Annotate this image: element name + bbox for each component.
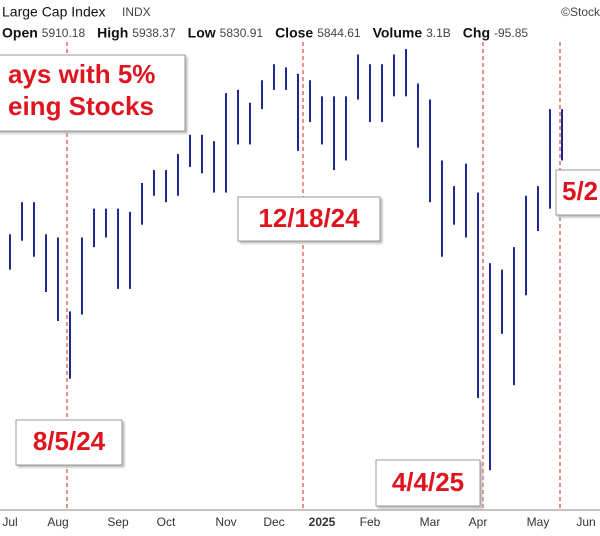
price-bar [441, 160, 443, 257]
price-bar [321, 96, 323, 145]
price-bar [477, 192, 479, 398]
quote-value: 3.1B [426, 26, 451, 40]
price-bar [129, 211, 131, 289]
quote-value: 5830.91 [220, 26, 264, 40]
price-bar [165, 170, 167, 203]
price-bar [357, 54, 359, 100]
price-bar [549, 109, 551, 209]
x-tick-label: Jul [2, 515, 17, 529]
price-bar [69, 311, 71, 379]
price-bar [249, 102, 251, 145]
price-bar [345, 96, 347, 161]
x-tick-label: May [527, 515, 550, 529]
price-bar [21, 202, 23, 241]
annotation-box [237, 196, 381, 242]
price-bar [537, 186, 539, 232]
quote-value: -95.85 [494, 26, 528, 40]
price-bar [189, 134, 191, 167]
price-bar [93, 208, 95, 248]
quote-label: Chg [463, 25, 490, 41]
x-tick-label: Jun [576, 515, 595, 529]
x-tick-label: Dec [263, 515, 284, 529]
headline-box [0, 54, 186, 132]
price-bar [369, 64, 371, 122]
annotation: 4/4/25 [392, 467, 464, 497]
price-bar [333, 96, 335, 171]
quote-value: 5910.18 [42, 26, 86, 40]
price-bar [429, 99, 431, 203]
price-bar [237, 89, 239, 145]
quote-label: Open [2, 25, 38, 41]
headline: ays with 5% [8, 59, 155, 89]
x-tick-label: Sep [107, 515, 129, 529]
price-bar [9, 234, 11, 270]
x-tick-label: Apr [469, 515, 488, 529]
price-bars [9, 49, 563, 471]
credit: ©Stock [561, 5, 600, 19]
quote-label: Low [188, 25, 216, 41]
chart-title: Large Cap Index [2, 4, 106, 20]
price-bar [465, 163, 467, 238]
quote-row: Open 5910.18 High 5938.37 Low 5830.91 Close 584… [2, 25, 528, 41]
price-bar [309, 80, 311, 122]
price-bar [417, 83, 419, 148]
quote-value: 5844.61 [317, 26, 361, 40]
price-bar [273, 64, 275, 90]
price-bar [297, 73, 299, 151]
annotation-box [555, 169, 600, 216]
price-bar [213, 141, 215, 193]
quote-value: 5938.37 [132, 26, 176, 40]
price-bar [513, 247, 515, 386]
price-bar [381, 64, 383, 122]
price-bar [57, 237, 59, 321]
x-tick-label: Aug [47, 515, 68, 529]
x-tick-label: Mar [420, 515, 441, 529]
price-bar [453, 186, 455, 225]
price-bar [177, 154, 179, 196]
price-bar [405, 49, 407, 97]
headline: eing Stocks [8, 91, 154, 121]
price-bar [141, 182, 143, 225]
annotation: 12/18/24 [258, 203, 360, 233]
price-bar [225, 93, 227, 193]
quote-label: Close [275, 25, 313, 41]
annotation: 5/2 [562, 176, 598, 206]
price-bar [33, 202, 35, 257]
price-bar [261, 80, 263, 110]
x-tick-label: 2025 [309, 515, 336, 529]
x-tick-label: Feb [360, 515, 381, 529]
symbol: INDX [122, 5, 151, 19]
price-bar [81, 237, 83, 315]
price-bar [501, 269, 503, 334]
price-bar [201, 134, 203, 174]
x-tick-label: Nov [215, 515, 236, 529]
price-bar [393, 54, 395, 97]
price-bar [525, 195, 527, 296]
annotation-box [375, 459, 481, 507]
price-bar [153, 170, 155, 196]
annotation-box [15, 419, 123, 466]
annotation: 8/5/24 [33, 426, 106, 456]
price-bar [561, 109, 563, 161]
price-bar [489, 263, 491, 471]
price-bar [117, 208, 119, 289]
price-bar [105, 208, 107, 238]
price-bar [285, 67, 287, 90]
quote-label: High [97, 25, 128, 41]
quote-label: Volume [373, 25, 423, 41]
price-bar [45, 234, 47, 293]
x-tick-label: Oct [157, 515, 176, 529]
